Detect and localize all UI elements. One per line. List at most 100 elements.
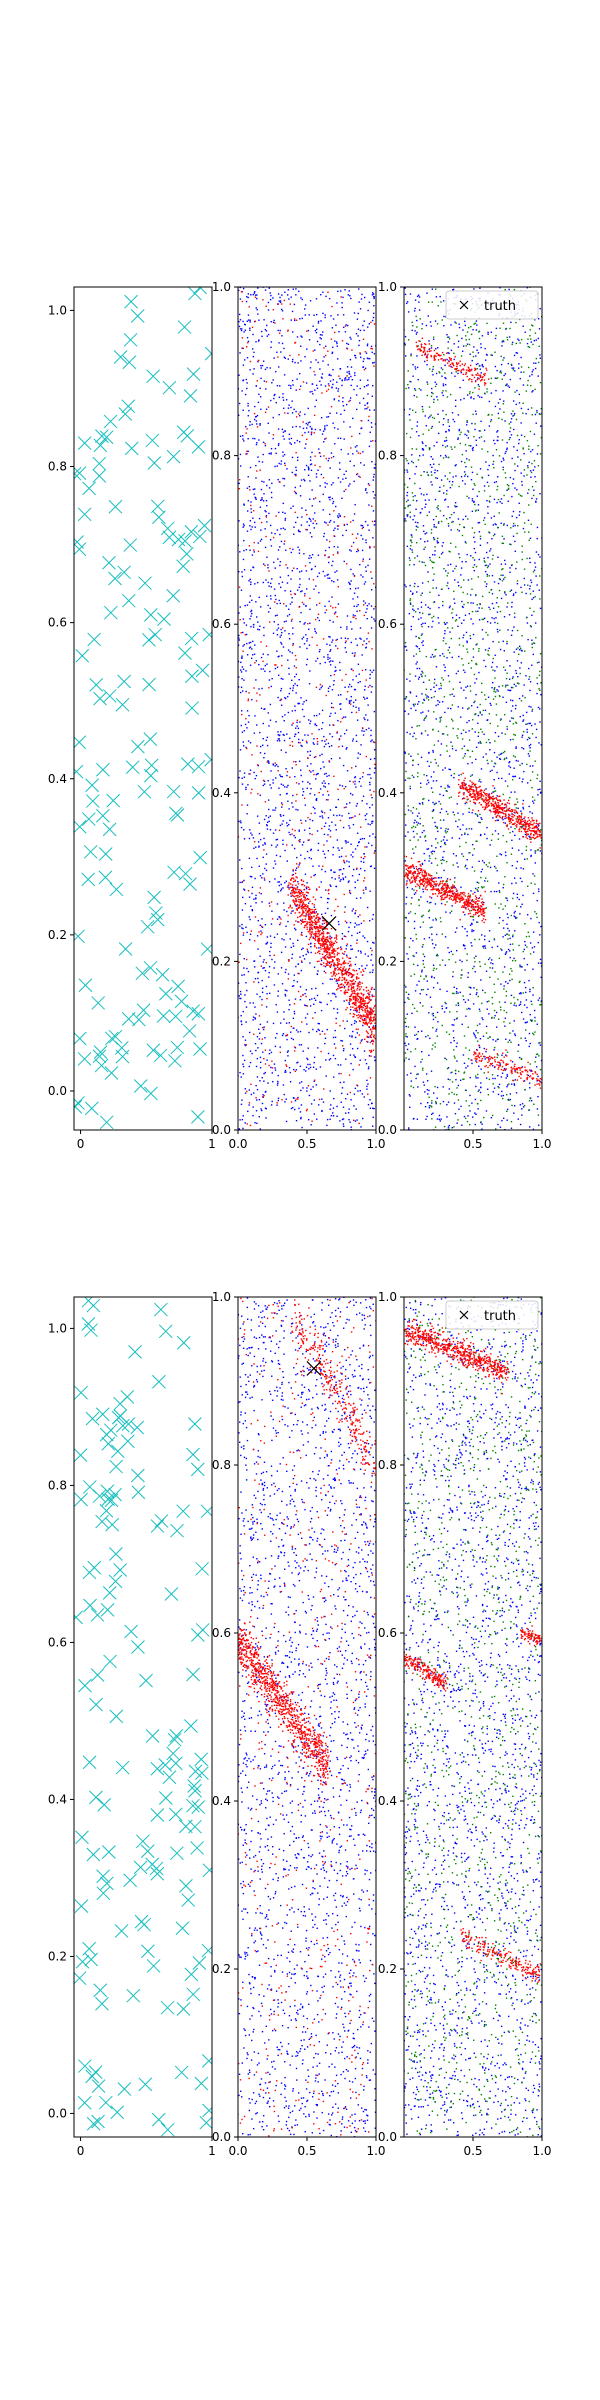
row1-panel3-point	[516, 660, 519, 662]
row1-panel2-point	[373, 757, 376, 760]
row1-panel3-point	[427, 1093, 429, 1095]
row1-panel2-point	[310, 916, 313, 918]
row1-panel2-point	[301, 961, 303, 963]
row1-panel2-point	[343, 893, 345, 896]
row1-panel2-point	[356, 994, 358, 996]
row1-panel1-point	[138, 576, 152, 591]
row1-panel2-point	[334, 824, 337, 826]
row1-panel2-point	[288, 1067, 291, 1069]
row1-panel2-point	[256, 724, 258, 726]
row1-panel2-point	[332, 554, 335, 556]
row1-panel2-point	[359, 352, 361, 354]
row1-panel2-point	[265, 1090, 267, 1093]
row1-panel2-point	[300, 1081, 303, 1083]
row1-panel2-point	[356, 924, 358, 926]
row1-panel2-point	[371, 616, 373, 619]
row1-panel2-point	[259, 469, 261, 471]
row1-panel2-point	[255, 679, 257, 681]
row1-panel2-point	[357, 587, 359, 589]
row1-panel2-point	[320, 686, 322, 689]
row1-panel2-point	[239, 953, 241, 956]
row1-panel2-point	[310, 848, 312, 851]
row1-panel2-point	[315, 384, 318, 387]
row1-panel2-point	[238, 776, 240, 779]
row1-panel3-point	[448, 786, 451, 788]
row1-panel2-point	[284, 1059, 286, 1062]
row1-panel2-point	[306, 1023, 308, 1025]
row1-panel2-point	[310, 1124, 312, 1126]
row1-panel2-point	[282, 511, 284, 514]
row1-panel2-point	[270, 901, 273, 903]
row1-panel2-point	[244, 723, 247, 726]
row1-panel2-point	[313, 904, 315, 906]
row1-panel3-point	[431, 653, 434, 656]
row1-panel2-point	[321, 727, 323, 730]
row1-panel2-point	[295, 899, 298, 902]
row1-panel2-point	[324, 428, 326, 431]
row1-panel2-point	[323, 922, 326, 925]
row1-panel2-point	[359, 838, 362, 840]
row1-panel2-point	[374, 1027, 376, 1029]
row1-panel2-point	[292, 891, 294, 893]
row1-panel2-point	[354, 815, 356, 817]
row1-panel3-point	[405, 585, 407, 588]
row1-panel2-point	[290, 1037, 293, 1040]
row1-panel2-point	[318, 931, 321, 933]
row1-panel2-point	[351, 435, 353, 438]
row1-panel2-point	[290, 1025, 293, 1028]
row1-panel2-point	[238, 639, 241, 641]
row1-panel2-point	[373, 546, 375, 548]
row1-panel2-point	[287, 358, 289, 360]
row1-panel2-point	[301, 739, 304, 741]
row1-panel2-point	[360, 356, 362, 359]
row1-panel3-point	[519, 913, 521, 915]
row1-panel2-point	[277, 1099, 279, 1102]
row1-panel2-point	[323, 521, 326, 523]
row1-panel2-point	[339, 968, 342, 971]
row1-panel2-point	[336, 342, 338, 345]
row1-panel3-point	[462, 518, 464, 521]
row1-panel2-point	[310, 920, 312, 922]
row1-panel2-point	[288, 888, 290, 890]
row1-panel2-point	[330, 937, 332, 939]
row1-panel2-point	[260, 668, 262, 670]
row1-panel2-point	[343, 935, 346, 937]
row1-panel2-point	[304, 820, 307, 822]
row1-panel2-point	[282, 820, 284, 822]
row1-panel2-point	[264, 1071, 267, 1074]
row1-panel2-point	[354, 688, 357, 691]
row1-panel2-point	[332, 1107, 335, 1109]
row1-panel2-point	[259, 506, 262, 508]
row1-panel2-point	[306, 640, 308, 642]
row1-panel2-point	[239, 551, 241, 553]
row1-panel1-point	[96, 808, 110, 823]
row1-panel2-point	[298, 586, 300, 589]
row1-panel2-point	[306, 1005, 309, 1007]
row1-panel2-point	[256, 1057, 259, 1060]
row1-panel2-point	[260, 1108, 262, 1110]
row1-panel2-point	[358, 709, 360, 711]
row1-panel1-point	[78, 978, 93, 993]
row1-panel1-point	[156, 1009, 171, 1023]
row1-panel2-point	[300, 822, 303, 824]
row1-panel2-point	[354, 354, 357, 357]
row1-panel2-point	[242, 1065, 245, 1068]
row1-panel2-point	[239, 881, 241, 884]
row1-panel2-point	[274, 322, 276, 324]
row1-panel1-point	[102, 689, 117, 703]
row1-panel3-point	[537, 999, 540, 1001]
row1-panel2-point	[371, 461, 373, 463]
row1-panel2-point	[369, 1028, 372, 1030]
row1-panel2-point	[240, 632, 242, 634]
row1-panel2-point	[245, 432, 247, 434]
row1-panel2-point	[347, 453, 349, 455]
row1-panel2-point	[248, 1031, 251, 1034]
row1-panel2-point	[369, 1036, 372, 1038]
row1-panel3-point	[461, 960, 463, 963]
row1-panel2-point	[350, 580, 352, 582]
row1-panel2-point	[280, 783, 283, 785]
row1-panel2-point	[257, 359, 260, 362]
row1-panel3-point	[512, 428, 515, 431]
row1-panel2-point	[279, 546, 281, 548]
row1-panel2-point	[336, 814, 338, 817]
